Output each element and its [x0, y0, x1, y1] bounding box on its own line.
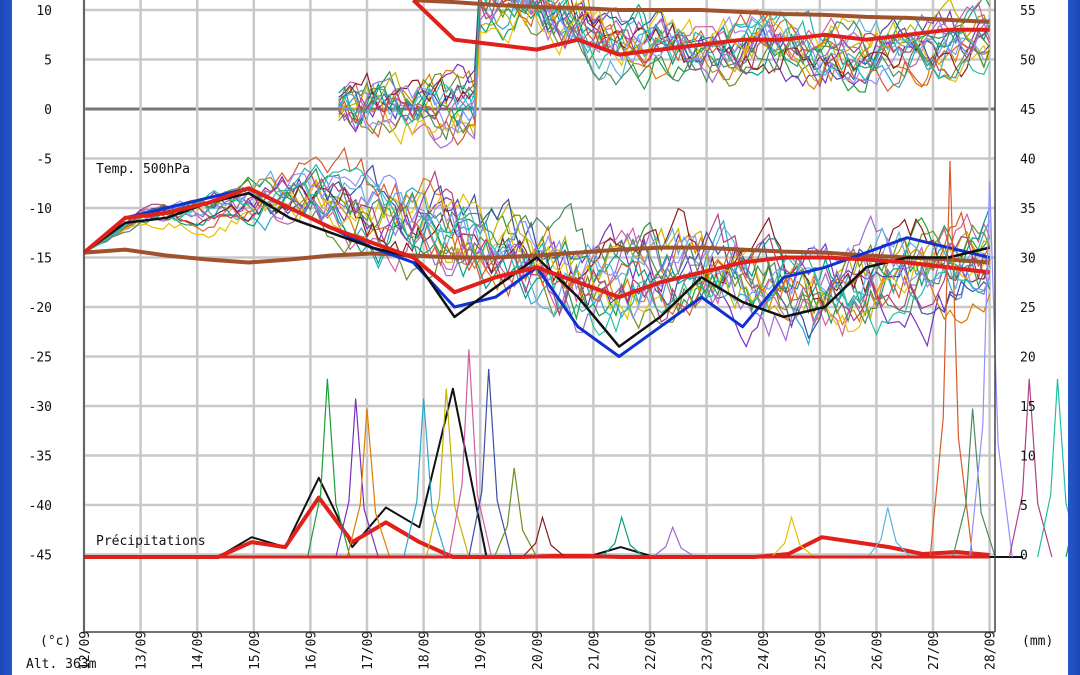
left-tick-label: -40: [29, 499, 52, 514]
precip-member-spike: [306, 378, 351, 558]
right-tick-label: 25: [1020, 301, 1036, 316]
precip-member-spike: [969, 180, 1013, 558]
x-tick-label: 26/09: [870, 631, 885, 670]
x-tick-label: 12/09: [78, 631, 93, 670]
right-tick-label: 35: [1020, 202, 1036, 217]
precipitation-series: [84, 160, 1068, 559]
right-tick-label: 15: [1020, 400, 1036, 415]
panel-label-precip: Précipitations: [96, 534, 206, 549]
x-tick-label: 13/09: [135, 631, 150, 670]
right-tick-label: 0: [1020, 549, 1028, 564]
member-line-upper: [338, 0, 990, 146]
precip-member-spike: [1065, 545, 1068, 558]
x-tick-label: 15/09: [248, 631, 263, 670]
left-axis-unit: (°c): [40, 634, 71, 649]
left-tick-label: -5: [36, 153, 52, 168]
chart-frame: 10 5 0 -5 -10 -15 -20 -25 -30 -35 -40 -45 55 50 45 40 35…: [12, 0, 1068, 675]
right-tick-label: 5: [1020, 499, 1028, 514]
left-tick-label: -20: [29, 301, 52, 316]
right-tick-label: 40: [1020, 153, 1036, 168]
precip-member-spike: [403, 398, 447, 558]
precip-member-spike: [522, 515, 566, 558]
member-line-temp500: [83, 146, 991, 317]
series-line-mean-temp500: [82, 186, 990, 300]
member-line-temp500: [83, 178, 991, 330]
series-line-climatology-temp500: [83, 245, 990, 265]
precip-member-spike: [952, 408, 996, 558]
axes: 1050-5-10-15-20-25-30-35-40-455550454035…: [29, 0, 1036, 670]
member-line-upper: [338, 0, 991, 134]
precip-member-spike: [335, 398, 379, 558]
member-line-temp500: [83, 166, 991, 337]
precip-member-spike: [652, 525, 696, 558]
left-tick-label: -45: [29, 549, 52, 564]
precip-member-spike: [468, 368, 512, 558]
right-tick-label: 10: [1020, 450, 1036, 465]
right-tick-label: 20: [1020, 351, 1036, 366]
x-tick-label: 16/09: [304, 631, 319, 670]
x-tick-label: 27/09: [927, 631, 942, 670]
member-line-upper: [338, 2, 991, 146]
right-tick-label: 45: [1020, 103, 1036, 118]
right-tick-label: 30: [1020, 252, 1036, 267]
x-tick-label: 21/09: [587, 631, 602, 670]
x-tick-label: 17/09: [361, 631, 376, 670]
left-tick-label: -35: [29, 450, 52, 465]
series-line-deterministic-temp500: [83, 191, 990, 348]
member-line-upper: [338, 0, 991, 126]
precip-member-spike: [425, 388, 470, 558]
precip-member-spike: [1008, 378, 1053, 558]
left-tick-label: 0: [44, 103, 52, 118]
altitude-label: Alt. 363m: [26, 657, 97, 672]
precip-member-spike: [929, 160, 974, 558]
left-tick-label: -10: [29, 202, 52, 217]
x-tick-label: 24/09: [757, 631, 772, 670]
member-line-upper: [338, 0, 990, 122]
x-tick-label: 23/09: [701, 631, 716, 670]
x-tick-label: 25/09: [814, 631, 829, 670]
precip-member-spike: [493, 467, 538, 558]
x-tick-label: 22/09: [644, 631, 659, 670]
right-tick-label: 50: [1020, 54, 1036, 69]
precip-member-spike: [771, 515, 815, 558]
left-tick-label: 5: [44, 54, 52, 69]
ensemble-members: [83, 0, 991, 349]
series-line-mean-upper: [411, 0, 990, 57]
ensemble-forecast-chart: 1050-5-10-15-20-25-30-35-40-455550454035…: [26, 0, 1068, 672]
x-tick-label: 18/09: [418, 631, 433, 670]
x-tick-label: 28/09: [984, 631, 999, 670]
panel-label-temp500: Temp. 500hPa: [96, 162, 190, 177]
x-tick-label: 20/09: [531, 631, 546, 670]
precip-member-spike: [1037, 378, 1068, 558]
x-tick-label: 14/09: [191, 631, 206, 670]
precip-member-spike: [601, 515, 645, 558]
left-tick-label: 10: [36, 4, 52, 19]
precip-member-spike: [448, 349, 493, 558]
x-tick-label: 19/09: [474, 631, 489, 670]
left-tick-label: -25: [29, 351, 52, 366]
member-line-upper: [338, 0, 991, 141]
right-axis-unit: (mm): [1022, 634, 1053, 649]
member-line-upper: [338, 0, 991, 110]
right-tick-label: 55: [1020, 4, 1036, 19]
member-line-temp500: [83, 174, 991, 325]
left-tick-label: -30: [29, 400, 52, 415]
precip-member-spike: [867, 507, 911, 558]
left-tick-label: -15: [29, 252, 52, 267]
precip-member-spike: [346, 408, 391, 558]
series-line-climatology-upper: [413, 0, 990, 24]
